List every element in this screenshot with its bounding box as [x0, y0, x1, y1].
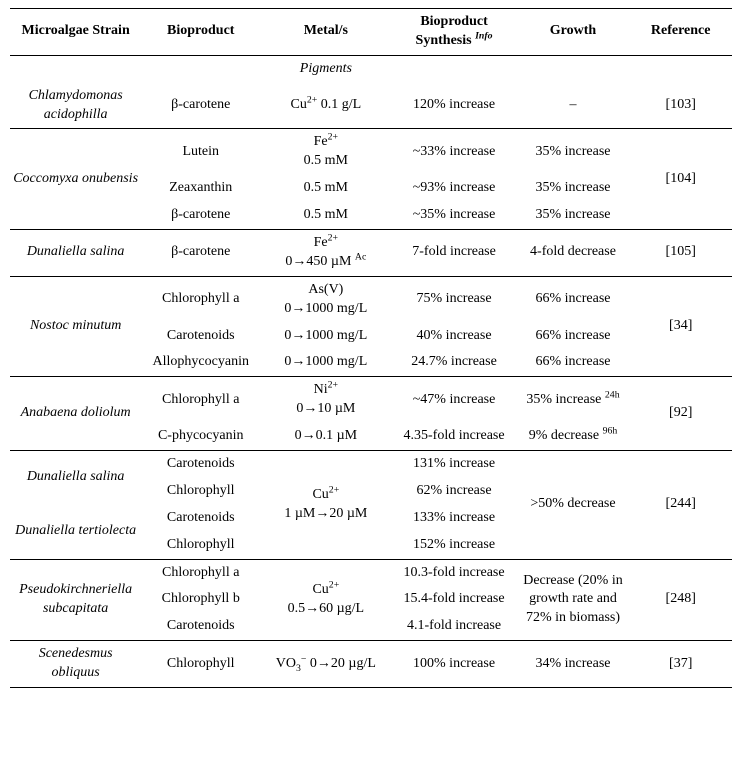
bioproduct-table: Microalgae Strain Bioproduct Metal/s Bio… [10, 8, 732, 688]
table-row: Nostoc minutum Chlorophyll a As(V) 0→100… [10, 276, 732, 322]
bioproduct-cell: Lutein [141, 129, 260, 175]
table-row: Dunaliella salina Carotenoids Cu2+1 µM→2… [10, 451, 732, 478]
table-row: Chlamydomonas acidophilla β-carotene Cu2… [10, 83, 732, 129]
col-bioproduct: Bioproduct [141, 9, 260, 56]
bioproduct-cell: β-carotene [141, 83, 260, 129]
strain-cell: Dunaliella salina [10, 451, 141, 505]
reference-cell: [103] [629, 83, 732, 129]
col-metal: Metal/s [260, 9, 391, 56]
strain-cell: Anabaena doliolum [10, 377, 141, 451]
metal-cell: Fe2+ 0.5 mM [260, 129, 391, 175]
table-row: Pseudokirchneriella subcapitata Chloroph… [10, 559, 732, 586]
synthesis-cell: ~33% increase [391, 129, 516, 175]
col-growth: Growth [517, 9, 630, 56]
metal-head: Fe2+ [314, 134, 338, 149]
strain-cell: Chlamydomonas acidophilla [10, 83, 141, 129]
strain-cell: Pseudokirchneriella subcapitata [10, 559, 141, 641]
growth-cell: – [517, 83, 630, 129]
table-row: Coccomyxa onubensis Lutein Fe2+ 0.5 mM ~… [10, 129, 732, 175]
table-row: Anabaena doliolum Chlorophyll a Ni2+ 0→1… [10, 377, 732, 423]
table-row: Dunaliella salina β-carotene Fe2+0→450 µ… [10, 230, 732, 277]
strain-cell: Coccomyxa onubensis [10, 129, 141, 230]
col-synthesis-sup: Info [475, 30, 492, 41]
synthesis-cell: 120% increase [391, 83, 516, 129]
table-header-row: Microalgae Strain Bioproduct Metal/s Bio… [10, 9, 732, 56]
metal-cell: Cu2+ 0.1 g/L [260, 83, 391, 129]
col-reference: Reference [629, 9, 732, 56]
strain-cell: Scenedesmus obliquus [10, 641, 141, 688]
reference-cell: [104] [629, 129, 732, 230]
strain-cell: Dunaliella salina [10, 230, 141, 277]
table-row: Scenedesmus obliquus Chlorophyll VO3− 0→… [10, 641, 732, 688]
section-pigments: Pigments [10, 55, 732, 82]
strain-cell: Dunaliella tertiolecta [10, 505, 141, 559]
growth-cell: 35% increase [517, 129, 630, 175]
strain-cell: Nostoc minutum [10, 276, 141, 377]
col-synthesis: Bioproduct Synthesis Info [391, 9, 516, 56]
col-strain: Microalgae Strain [10, 9, 141, 56]
section-label: Pigments [260, 55, 391, 82]
